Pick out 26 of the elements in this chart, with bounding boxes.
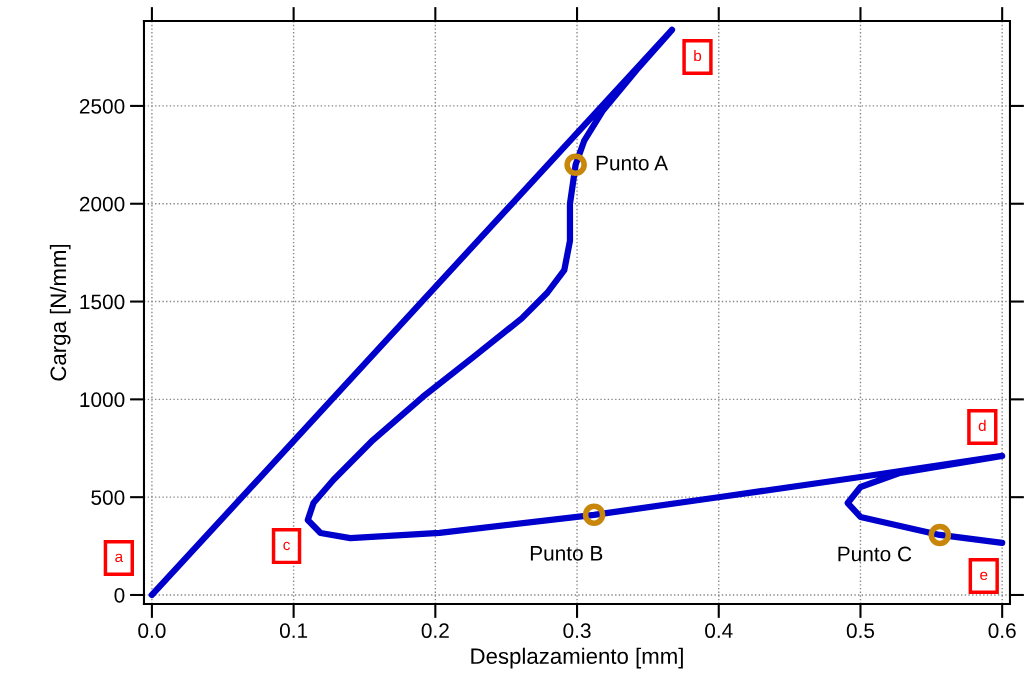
point <box>564 153 587 177</box>
x-tick-label: 0.0 <box>138 623 166 639</box>
text: a <box>115 553 124 563</box>
x-tick-label: 0.6 <box>988 623 1016 639</box>
annotation: c <box>283 541 290 551</box>
x-tick-label: 0.4 <box>705 623 733 639</box>
y-tick-label: 1000 <box>80 392 125 408</box>
x-tick-label: 0.5 <box>846 623 875 639</box>
annotation: d <box>978 419 986 432</box>
y-axis-title: Carga [N/mm] <box>49 244 71 381</box>
point <box>582 503 606 527</box>
series-label: Punto A <box>596 155 669 171</box>
y-tick-label: 2000 <box>79 196 125 212</box>
y-tick-label: 1500 <box>80 294 125 310</box>
annotation: e <box>980 571 988 581</box>
y-tick-label: 500 <box>91 490 125 505</box>
x-axis-title: Desplazamiento [mm] <box>471 647 683 669</box>
y-tick-label: 0 <box>114 587 125 603</box>
point <box>928 523 952 547</box>
x-tick-label: 0.1 <box>279 623 308 639</box>
series-label: Punto C <box>838 546 912 562</box>
x-tick-label: 0.3 <box>563 623 591 639</box>
series-label: Punto B <box>530 546 603 561</box>
y-tick-label: 2500 <box>79 98 125 114</box>
x-tick-label: 0.2 <box>421 623 449 639</box>
annotation: b <box>694 49 702 62</box>
